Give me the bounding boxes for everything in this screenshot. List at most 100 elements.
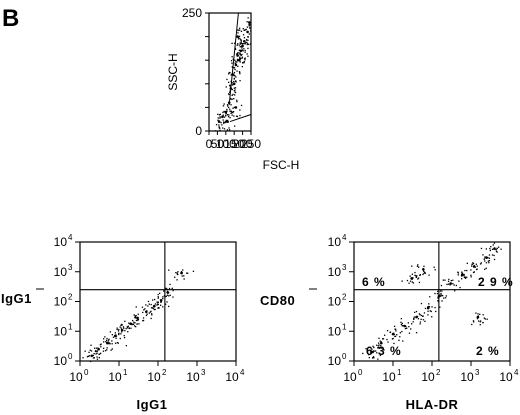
igg1-dot — [109, 343, 111, 345]
igg1-dot — [134, 316, 137, 318]
igg1-dot — [128, 327, 130, 329]
igg1-dot — [110, 349, 112, 351]
cd80-dot — [423, 270, 425, 272]
cd80-dot — [408, 326, 410, 328]
igg1-dot — [137, 318, 140, 320]
scatter-dot — [236, 115, 239, 118]
cd80-dot — [455, 284, 457, 287]
scatter-gate-line — [229, 114, 252, 123]
cd80-point — [410, 277, 413, 280]
cd80-dot — [414, 274, 416, 276]
cd80-dot — [476, 318, 479, 320]
cd80-x-tick-exponent: 4 — [514, 368, 519, 377]
scatter-dot — [219, 117, 221, 119]
scatter-dot — [228, 106, 230, 109]
igg1-dot — [153, 308, 155, 311]
igg1-dot — [123, 337, 126, 339]
igg1-dot — [124, 320, 126, 322]
cd80-dot — [459, 286, 461, 289]
cd80-dot — [479, 321, 481, 323]
cd80-dot — [441, 290, 443, 292]
cd80-point — [371, 350, 374, 354]
cd80-dot — [484, 268, 486, 270]
scatter-dot — [221, 124, 223, 126]
scatter-dot — [232, 111, 234, 114]
scatter-dot — [236, 53, 239, 55]
igg1-dot — [181, 275, 183, 277]
cd80-dot — [383, 349, 385, 351]
cd80-dot — [447, 283, 450, 285]
igg1-dot — [133, 325, 136, 327]
cd80-dot — [380, 344, 382, 347]
scatter-dot — [233, 42, 236, 44]
igg1-dot — [116, 327, 118, 329]
igg1-point — [159, 299, 163, 302]
scatter-dot — [231, 66, 233, 68]
scatter-dot — [231, 88, 233, 91]
igg1-dot — [99, 353, 101, 355]
igg1-y-tick-label: 10 — [54, 324, 68, 338]
cd80-dot — [485, 248, 487, 250]
scatter-point — [234, 63, 238, 67]
scatter-x-tick-label: 100 — [216, 137, 236, 151]
cd80-x-tick-exponent: 2 — [436, 368, 441, 377]
scatter-dot — [225, 113, 227, 115]
cd80-dot — [378, 347, 381, 349]
scatter-dot — [223, 128, 226, 130]
scatter-x-tick-label: 50 — [211, 137, 225, 151]
cd80-dot — [422, 315, 424, 317]
cd80-dot — [399, 332, 401, 334]
cd80-dot — [472, 320, 475, 322]
igg1-dot — [160, 301, 162, 303]
cd80-point — [476, 315, 480, 319]
scatter-dot — [237, 52, 239, 54]
cd80-dot — [493, 242, 496, 244]
cd80-dot — [414, 271, 416, 274]
igg1-dot — [95, 350, 97, 352]
cd80-dot — [484, 256, 486, 258]
cd80-dot — [488, 260, 491, 262]
igg1-dot — [108, 343, 110, 345]
igg1-point — [97, 347, 100, 351]
scatter-dot — [239, 52, 241, 54]
cd80-y-label: CD80 — [260, 293, 295, 308]
cd80-dot — [415, 275, 417, 277]
igg1-y-label: IgG1 — [1, 291, 32, 306]
scatter-dot — [226, 108, 228, 111]
cd80-dot — [475, 312, 477, 314]
igg1-y-tick-exponent: 3 — [68, 263, 73, 272]
cd80-dot — [473, 321, 475, 323]
scatter-point — [243, 40, 246, 43]
scatter-dot — [228, 81, 230, 83]
cd80-dot — [423, 272, 425, 275]
cd80-dot — [466, 262, 468, 264]
igg1-dot — [134, 322, 136, 324]
scatter-dot — [238, 36, 240, 39]
igg1-dot — [143, 309, 145, 311]
scatter-dot — [228, 73, 230, 75]
cd80-point — [485, 256, 488, 259]
scatter-dot — [220, 122, 222, 124]
scatter-y-tick-label: 250 — [182, 6, 202, 20]
igg1-dot — [114, 332, 116, 334]
igg1-dot — [162, 306, 164, 308]
igg1-dot — [119, 337, 121, 340]
cd80-x-tick-label: 10 — [499, 370, 513, 384]
igg1-ticks: 10 010 010 110 110 210 210 310 310 410 4 — [54, 233, 245, 384]
igg1-dot — [111, 348, 113, 350]
igg1-dot — [90, 344, 92, 346]
cd80-dot — [490, 246, 492, 248]
igg1-dot — [150, 310, 152, 312]
scatter-dot — [246, 26, 249, 28]
igg1-dot — [109, 331, 111, 333]
scatter-dot — [239, 58, 241, 60]
cd80-dot — [439, 290, 442, 292]
igg1-x-tick-exponent: 3 — [201, 368, 206, 377]
igg1-dot — [137, 319, 139, 322]
igg1-dot — [154, 308, 156, 311]
scatter-dot — [242, 34, 245, 36]
igg1-dot — [100, 343, 102, 345]
scatter-x-tick-label: 150 — [224, 137, 244, 151]
igg1-dot — [165, 288, 167, 290]
